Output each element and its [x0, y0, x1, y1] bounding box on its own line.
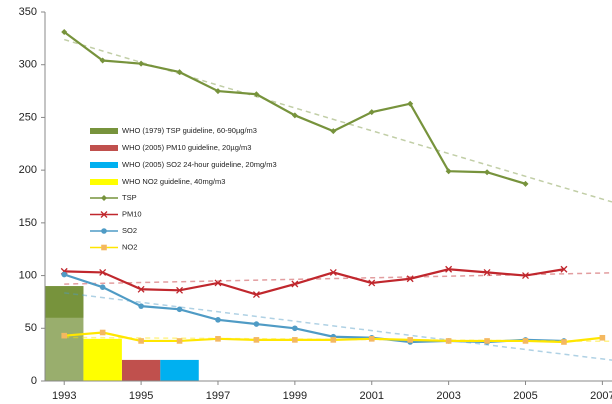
y-tick-label: 250 — [19, 111, 37, 123]
x-tick-label: 1993 — [52, 390, 76, 402]
data-point — [445, 168, 452, 175]
data-point — [253, 337, 260, 343]
data-point — [61, 29, 68, 36]
x-tick-label: 1995 — [129, 390, 153, 402]
legend-label: SO2 — [122, 226, 137, 235]
y-tick-label: 100 — [19, 269, 37, 281]
y-tick-label: 200 — [19, 164, 37, 176]
legend-label: PM10 — [122, 209, 142, 218]
x-tick-label: 1997 — [206, 390, 230, 402]
data-point — [99, 268, 107, 276]
data-point — [445, 338, 452, 344]
data-point — [561, 339, 567, 345]
data-point — [292, 325, 298, 332]
data-point — [407, 100, 414, 107]
data-point — [330, 337, 337, 343]
y-tick-label: 50 — [25, 322, 37, 334]
x-tick-label: 2005 — [513, 390, 537, 402]
x-tick-label: 2007 — [590, 390, 612, 402]
data-point — [215, 317, 221, 323]
legend-label: TSP — [122, 193, 137, 202]
legend-label: WHO NO2 guideline, 40mg/m3 — [122, 177, 225, 186]
data-point — [61, 332, 68, 339]
legend-marker — [100, 211, 108, 218]
legend-swatch — [90, 179, 118, 185]
data-point — [407, 337, 413, 343]
data-point — [368, 336, 375, 342]
y-tick-label: 0 — [31, 375, 37, 387]
legend-label: WHO (1979) TSP guideline, 60-90µg/m3 — [122, 126, 257, 135]
legend-marker — [101, 244, 107, 251]
data-point — [99, 57, 106, 64]
data-point — [291, 280, 299, 288]
data-point — [522, 180, 529, 187]
guideline-bar — [160, 359, 199, 381]
legend-label: WHO (2005) SO2 24-hour guideline, 20mg/m… — [122, 160, 277, 169]
data-point — [252, 291, 260, 299]
data-point — [329, 268, 337, 276]
guideline-bar — [83, 338, 122, 381]
y-tick-label: 300 — [19, 59, 37, 71]
data-point — [61, 271, 68, 278]
data-point — [253, 91, 260, 98]
x-tick-label: 1999 — [283, 390, 307, 402]
data-point — [215, 336, 221, 342]
data-point — [368, 109, 375, 116]
legend-label: WHO (2005) PM10 guideline, 20µg/m3 — [122, 143, 251, 152]
data-point — [99, 329, 106, 336]
data-point — [138, 338, 144, 344]
guideline-range — [45, 286, 84, 318]
data-point — [214, 88, 221, 95]
data-point — [368, 279, 376, 287]
data-point — [599, 334, 606, 341]
data-point — [522, 272, 529, 280]
data-point — [138, 60, 145, 67]
data-point — [484, 169, 491, 176]
data-point — [483, 268, 491, 276]
data-point — [138, 303, 144, 309]
data-point — [99, 284, 106, 290]
x-tick-label: 2001 — [360, 390, 384, 402]
guideline-bar — [121, 359, 161, 381]
y-tick-label: 350 — [19, 6, 37, 18]
series-line — [64, 268, 565, 296]
data-point — [445, 265, 453, 273]
legend-swatch — [90, 162, 118, 168]
trend-line — [64, 292, 612, 361]
data-point — [253, 321, 260, 327]
legend-marker — [101, 228, 107, 234]
data-point — [484, 338, 490, 344]
legend-swatch — [90, 128, 118, 134]
series-line — [63, 273, 564, 344]
x-tick-label: 2003 — [436, 390, 460, 402]
data-point — [176, 306, 183, 313]
data-point — [560, 265, 568, 273]
data-point — [176, 69, 183, 76]
data-point — [291, 112, 298, 119]
data-point — [406, 275, 414, 283]
data-point — [137, 285, 145, 293]
y-tick-label: 150 — [19, 217, 37, 229]
legend-marker — [101, 195, 107, 201]
trend-line — [64, 272, 612, 285]
legend-swatch — [90, 145, 118, 151]
data-point — [330, 128, 337, 135]
data-point — [176, 338, 183, 344]
data-point — [176, 286, 184, 294]
data-point — [522, 338, 529, 344]
data-point — [292, 337, 298, 343]
legend-label: NO2 — [122, 242, 137, 251]
data-point — [214, 279, 222, 287]
